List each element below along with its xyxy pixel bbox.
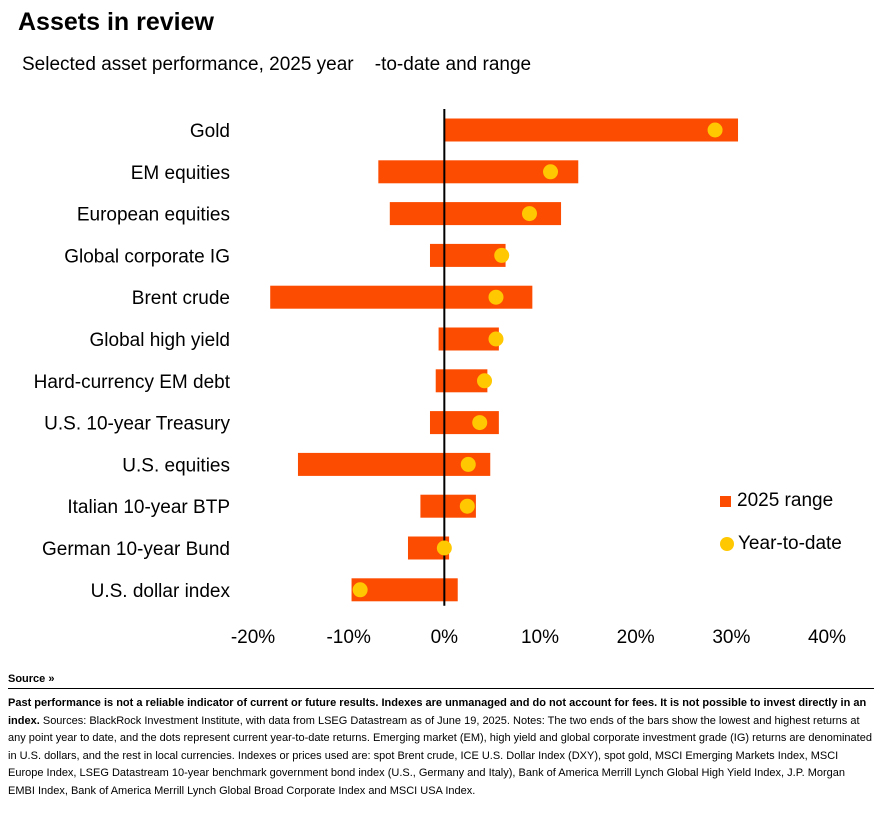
x-tick-label: 20% — [617, 627, 655, 648]
ytd-dot-gold — [707, 122, 723, 138]
x-tick-label: 30% — [712, 627, 750, 648]
range-bar-global-corporate-ig — [429, 243, 506, 267]
range-bar-u-s-10-year-treasury — [429, 411, 499, 435]
range-bar-em-equities — [378, 160, 579, 184]
page-title: Assets in review — [18, 8, 214, 36]
legend-range-label: 2025 range — [737, 490, 834, 511]
x-tick-label: 10% — [521, 627, 559, 648]
category-label-brent-crude: Brent crude — [132, 288, 230, 309]
category-label-global-high-yield: Global high yield — [90, 330, 230, 351]
legend: 2025 range Year-to-date — [720, 490, 842, 576]
x-tick-label: 0% — [431, 627, 459, 648]
legend-ytd-label: Year-to-date — [738, 533, 842, 554]
legend-item-range: 2025 range — [720, 490, 842, 512]
notes-text: Sources: BlackRock Investment Institute,… — [8, 714, 872, 797]
range-bar-european-equities — [389, 202, 562, 226]
range-bars — [270, 118, 739, 602]
ytd-dot-global-high-yield — [488, 331, 504, 347]
source-notes: Past performance is not a reliable indic… — [8, 695, 874, 800]
range-bar-u-s-equities — [297, 452, 491, 476]
divider — [8, 688, 874, 689]
ytd-dot-em-equities — [543, 164, 559, 180]
ytd-dots — [352, 122, 723, 598]
ytd-dot-brent-crude — [488, 289, 504, 305]
category-label-hard-currency-em-debt: Hard-currency EM debt — [34, 372, 231, 393]
legend-item-ytd: Year-to-date — [720, 533, 842, 555]
ytd-dot-german-10-year-bund — [436, 540, 452, 556]
range-bar-u-s-dollar-index — [351, 578, 458, 602]
category-label-em-equities: EM equities — [131, 163, 230, 184]
ytd-dot-european-equities — [521, 206, 537, 222]
x-tick-label: -20% — [231, 627, 275, 648]
ytd-dot-italian-10-year-btp — [459, 498, 475, 514]
category-label-u-s-equities: U.S. equities — [122, 455, 230, 476]
disclaimer-text: Past performance is not a reliable indic… — [8, 697, 867, 727]
ytd-dot-u-s-10-year-treasury — [472, 415, 488, 431]
range-bar-global-high-yield — [438, 327, 499, 351]
category-label-u-s-10-year-treasury: U.S. 10-year Treasury — [44, 414, 230, 435]
range-bar-german-10-year-bund — [407, 536, 450, 560]
range-bar-italian-10-year-btp — [420, 494, 476, 518]
category-label-european-equities: European equities — [77, 205, 230, 226]
x-tick-label: 40% — [808, 627, 846, 648]
ytd-dot-icon — [720, 537, 734, 551]
range-bar-gold — [444, 118, 739, 142]
x-tick-labels: -20% -10% 0% 10% 20% 30% 40% — [231, 627, 846, 648]
source-toggle-button[interactable]: Source » — [8, 673, 55, 685]
ytd-dot-global-corporate-ig — [494, 247, 510, 263]
category-label-u-s-dollar-index: U.S. dollar index — [91, 581, 231, 602]
category-labels: Gold EM equities European equities Global c… — [34, 121, 231, 602]
range-swatch-icon — [720, 495, 731, 507]
range-bar-brent-crude — [270, 285, 533, 309]
range-bar-chart: Gold EM equities European equities Global c… — [34, 109, 846, 648]
category-label-gold: Gold — [190, 121, 230, 142]
range-bar-hard-currency-em-debt — [435, 369, 488, 393]
category-label-italian-10-year-btp: Italian 10-year BTP — [67, 497, 230, 518]
ytd-dot-hard-currency-em-debt — [477, 373, 493, 389]
category-label-german-10-year-bund: German 10-year Bund — [42, 539, 230, 560]
ytd-dot-u-s-dollar-index — [352, 582, 368, 598]
category-label-global-corporate-ig: Global corporate IG — [64, 246, 230, 267]
x-tick-label: -10% — [326, 627, 370, 648]
chart-subtitle: Selected asset performance, 2025 year -t… — [22, 54, 532, 75]
ytd-dot-u-s-equities — [460, 456, 476, 472]
